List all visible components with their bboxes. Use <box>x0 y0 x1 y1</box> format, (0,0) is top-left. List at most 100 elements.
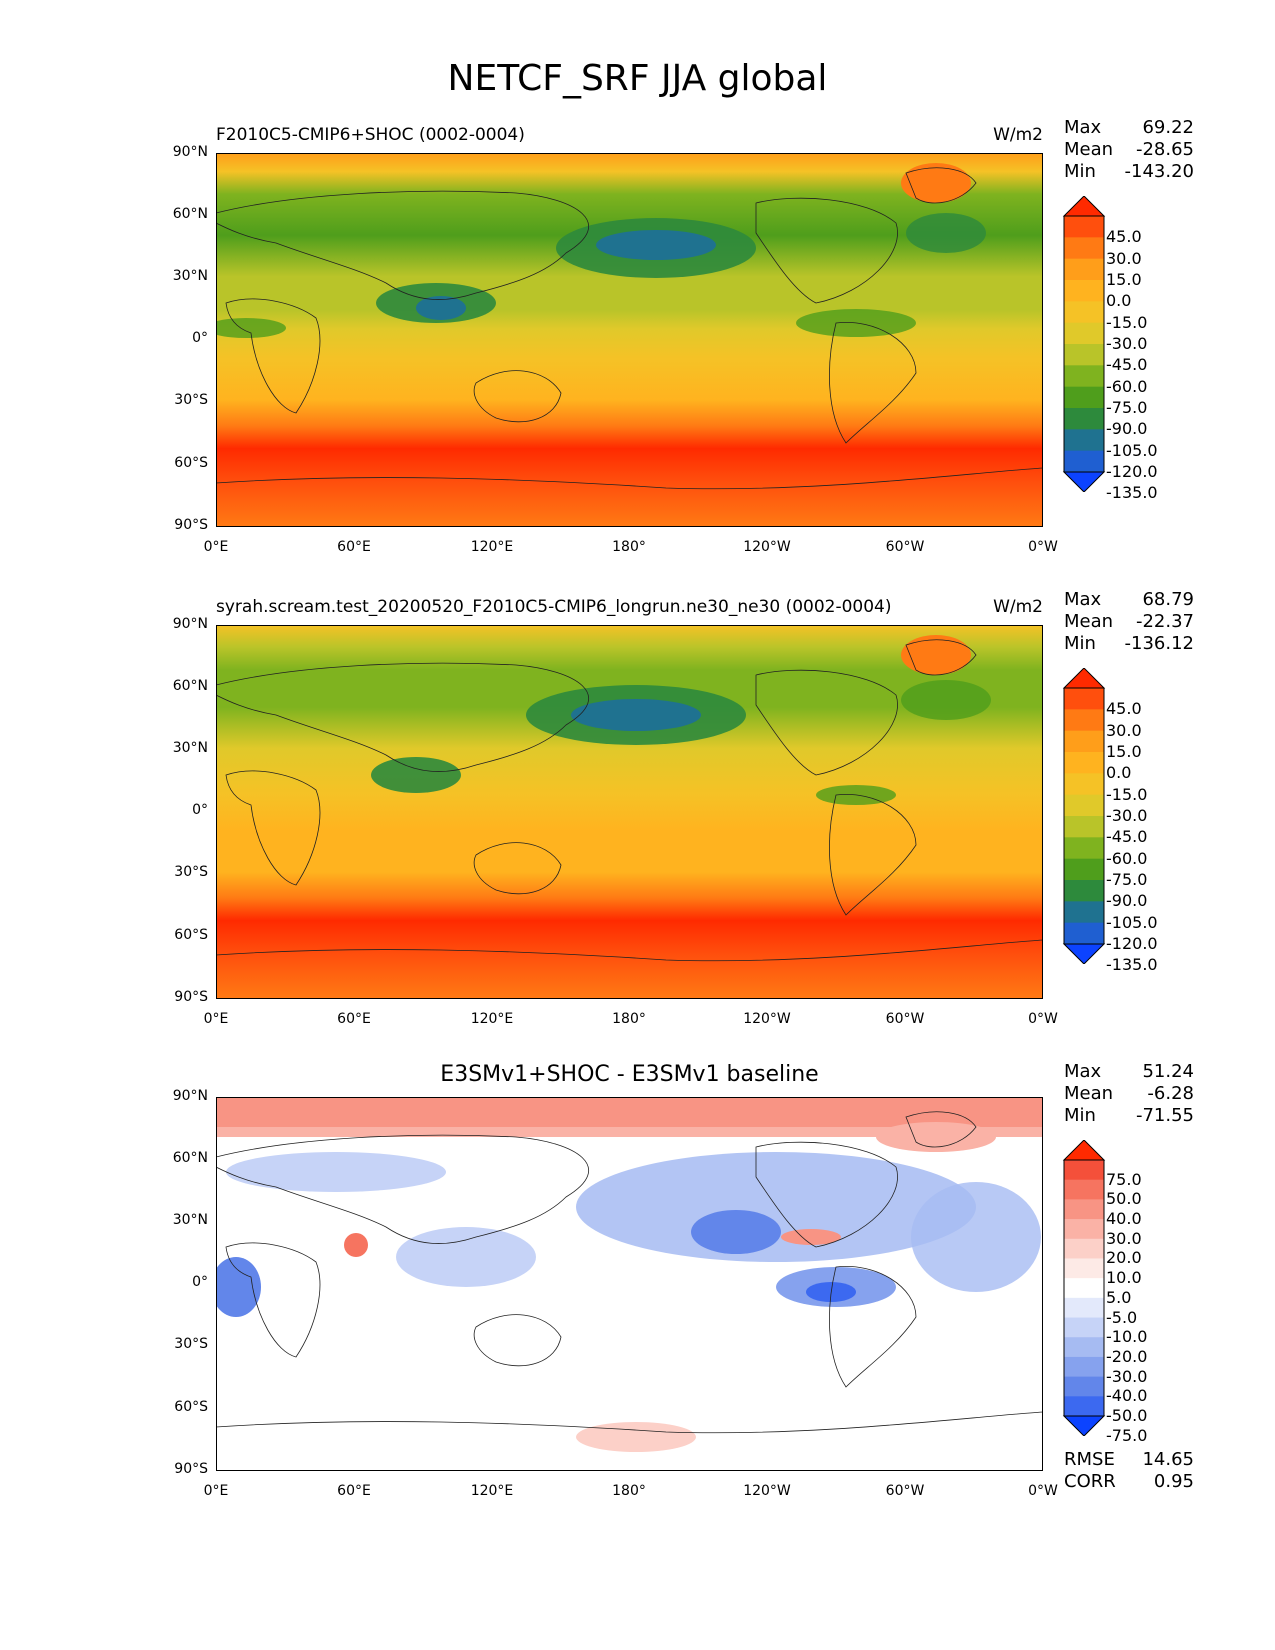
y-tick-label: 90°S <box>174 1461 208 1477</box>
stat-label: Max <box>1064 1061 1102 1082</box>
colorbar-tick-label: 30.0 <box>1106 720 1142 740</box>
panel-stats: Max 69.22 Mean -28.65 Min -143.20 <box>1064 117 1194 183</box>
panel-title: F2010C5-CMIP6+SHOC (0002-0004) <box>216 125 525 145</box>
colorbar-segment <box>1064 365 1104 388</box>
stat-label: Mean <box>1064 139 1114 160</box>
x-tick-label: 180° <box>612 539 646 555</box>
colorbar-tick-label: -20.0 <box>1106 1346 1148 1366</box>
y-tick-label: 90°N <box>172 1088 208 1104</box>
colorbar-segment <box>1064 709 1104 732</box>
stat-label: Min <box>1064 633 1096 654</box>
x-tick-label: 180° <box>612 1483 646 1499</box>
colorbar-segment <box>1064 752 1104 774</box>
colorbar-tick-label: -135.0 <box>1106 955 1158 975</box>
stat-label: Min <box>1064 161 1096 182</box>
colorbar-tick-label: -30.0 <box>1106 1366 1148 1386</box>
colorbar-tick-label: 30.0 <box>1106 1228 1142 1248</box>
colorbar-segment <box>1064 1258 1104 1279</box>
colorbar-segment <box>1064 344 1104 366</box>
x-tick-label: 0°E <box>203 1011 229 1027</box>
colorbar-tick-label: 30.0 <box>1106 248 1142 268</box>
colorbar-extend-top <box>1062 195 1106 217</box>
y-tick-label: 60°N <box>172 678 208 694</box>
colorbar-tick-label: 45.0 <box>1106 699 1142 719</box>
x-tick-label: 120°E <box>470 539 514 555</box>
colorbar-segment <box>1064 1199 1104 1220</box>
colorbar-segment <box>1064 794 1104 817</box>
colorbar-tick-label: -60.0 <box>1106 848 1148 868</box>
colorbar-segment <box>1064 1376 1104 1397</box>
colorbar-tick-label: 40.0 <box>1106 1209 1142 1229</box>
x-tick-label: 60°W <box>885 539 925 555</box>
colorbar-segment <box>1064 1356 1104 1378</box>
colorbar-segment <box>1064 280 1104 302</box>
panel-title: syrah.scream.test_20200520_F2010C5-CMIP6… <box>216 597 892 617</box>
y-tick-label: 90°N <box>172 144 208 160</box>
map-reference-svg <box>216 625 1043 999</box>
stat-value: 51.24 <box>1142 1061 1194 1082</box>
x-tick-label: 120°W <box>743 1011 791 1027</box>
x-tick-label: 60°E <box>337 539 371 555</box>
colorbar-segment <box>1064 880 1104 902</box>
x-tick-label: 60°E <box>337 1483 371 1499</box>
x-tick-label: 0°W <box>1028 1011 1058 1027</box>
colorbar-segment <box>1064 1160 1104 1181</box>
colorbar-extend-bottom <box>1062 1415 1106 1437</box>
stat-value: -71.55 <box>1135 1105 1194 1126</box>
x-tick-label: 0°E <box>203 1483 229 1499</box>
colorbar-tick-label: -75.0 <box>1106 870 1148 889</box>
colorbar-segment <box>1064 858 1104 881</box>
stat-label: Max <box>1064 589 1102 610</box>
stat-value: -28.65 <box>1135 139 1194 160</box>
colorbar-segment <box>1064 837 1104 860</box>
colorbar-segment <box>1064 237 1104 260</box>
colorbar-tick-label: -45.0 <box>1106 355 1148 375</box>
figure-title: NETCF_SRF JJA global <box>447 58 828 99</box>
stat-label: RMSE <box>1064 1449 1115 1470</box>
colorbar-segment <box>1064 386 1104 409</box>
y-tick-label: 60°N <box>172 206 208 222</box>
y-tick-label: 60°S <box>174 927 208 943</box>
colorbar-segment <box>1064 258 1104 281</box>
stat-value: -143.20 <box>1124 161 1194 182</box>
map-reference <box>216 625 1043 999</box>
stat-label: CORR <box>1064 1471 1116 1492</box>
colorbar-tick-label: 75.0 <box>1106 1169 1142 1189</box>
colorbar-tick-label: 5.0 <box>1106 1287 1132 1307</box>
y-tick-label: 0° <box>192 802 208 818</box>
colorbar-segment <box>1064 322 1104 345</box>
colorbar-segment <box>1064 816 1104 838</box>
stat-value: -136.12 <box>1124 633 1194 654</box>
y-tick-label: 60°S <box>174 455 208 471</box>
colorbar-segment <box>1064 301 1104 324</box>
colorbar-segment <box>1064 1297 1104 1319</box>
colorbar-segment <box>1064 1337 1104 1358</box>
y-tick-label: 30°N <box>172 1212 208 1228</box>
colorbar-segment <box>1064 216 1104 238</box>
colorbar-tick-label: -15.0 <box>1106 312 1148 332</box>
colorbar-segment <box>1064 1317 1104 1338</box>
colorbar-segment <box>1064 901 1104 924</box>
panel-units: W/m2 <box>993 597 1043 617</box>
stat-value: 69.22 <box>1142 117 1194 138</box>
panel-extra-stats: RMSE 14.65 CORR 0.95 <box>1064 1449 1194 1493</box>
x-tick-label: 60°W <box>885 1011 925 1027</box>
colorbar-segment <box>1064 1179 1104 1200</box>
colorbar-frame <box>1063 1159 1105 1417</box>
x-tick-label: 0°E <box>203 539 229 555</box>
colorbar-tick-label: 15.0 <box>1106 270 1142 289</box>
colorbar-tick-label: 0.0 <box>1106 763 1132 783</box>
colorbar-tick-label: -90.0 <box>1106 419 1148 439</box>
colorbar-tick-label: -105.0 <box>1106 912 1158 932</box>
colorbar-tick-label: 10.0 <box>1106 1268 1142 1288</box>
colorbar-segment <box>1064 1238 1104 1259</box>
colorbar <box>1062 195 1108 496</box>
colorbar-tick-label: -120.0 <box>1106 462 1158 481</box>
colorbar-tick-label: -45.0 <box>1106 827 1148 847</box>
stat-value: 0.95 <box>1153 1471 1194 1492</box>
colorbar-tick-label: -5.0 <box>1106 1307 1138 1327</box>
colorbar-extend-bottom <box>1062 471 1106 493</box>
map-frame <box>216 153 1043 527</box>
colorbar-tick-label: 50.0 <box>1106 1189 1142 1209</box>
colorbar-tick-label: 0.0 <box>1106 291 1132 311</box>
